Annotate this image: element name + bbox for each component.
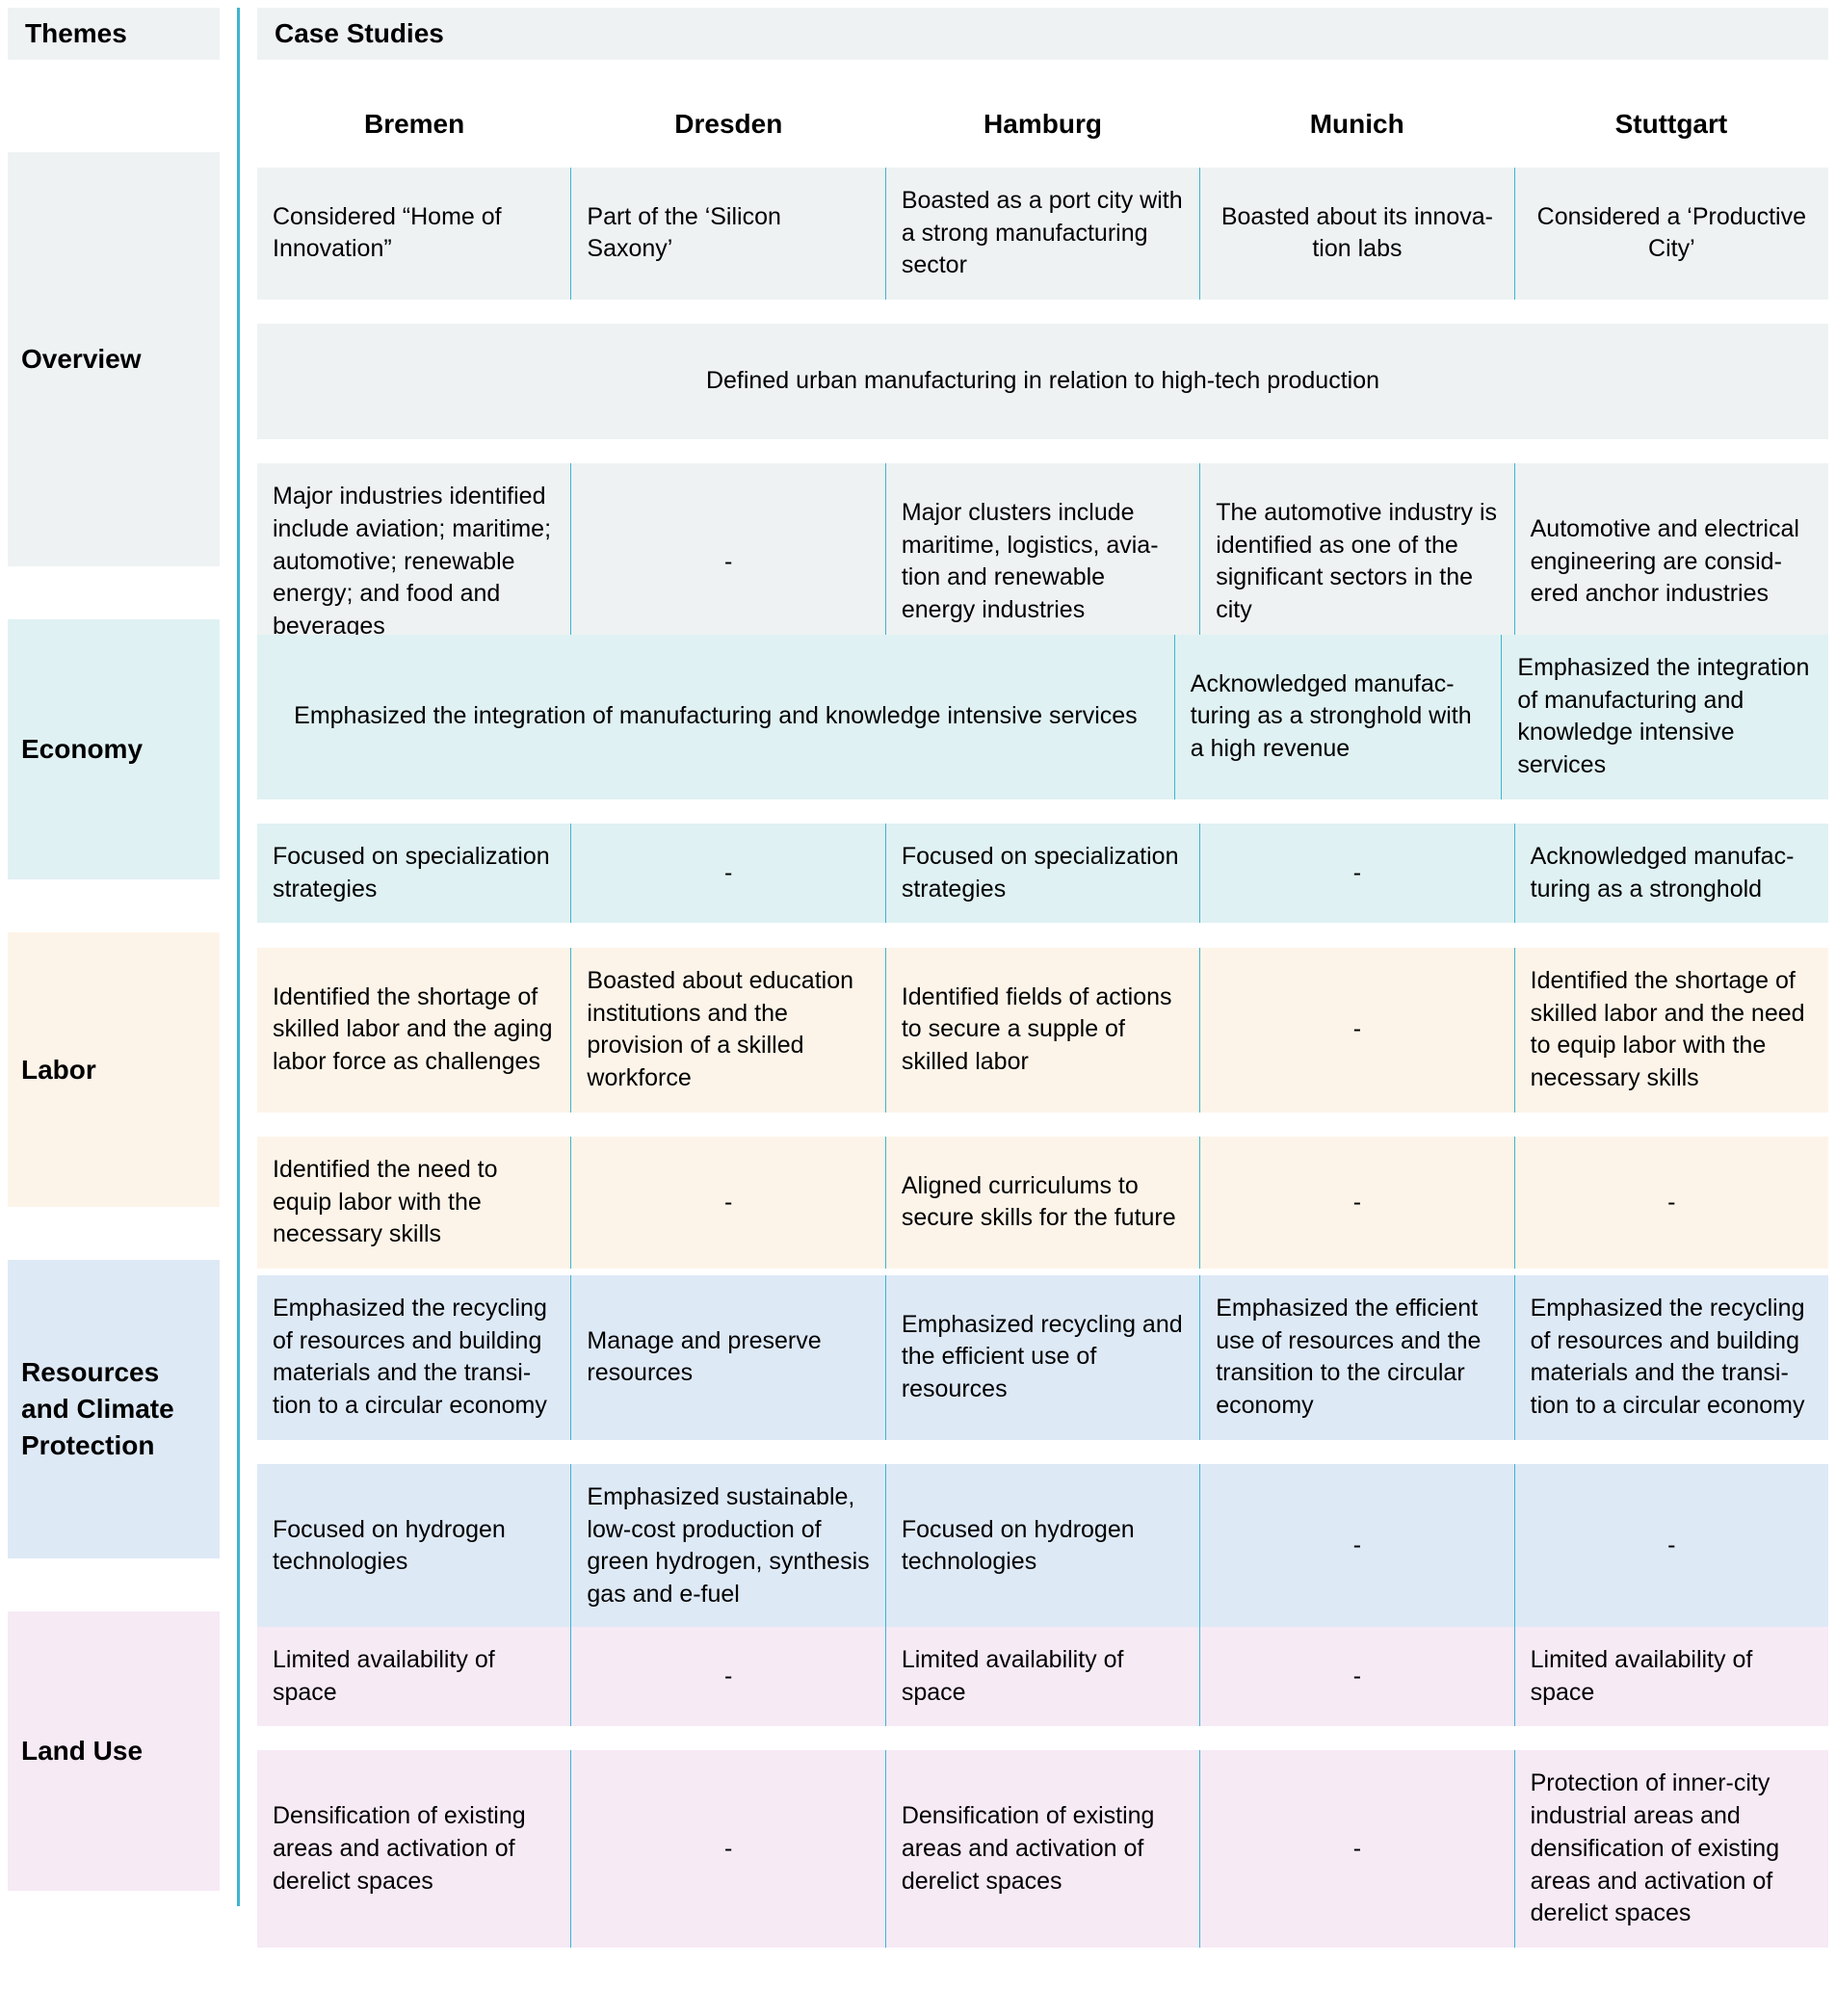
- economy-row-1: Emphasized the integration of manufactur…: [257, 635, 1828, 799]
- table-cell: Focused on hydrogen technologies: [885, 1464, 1199, 1629]
- table-cell: Emphasized the recycling of resources an…: [1514, 1275, 1828, 1440]
- table-cell: -: [1514, 1464, 1828, 1629]
- labor-block: Identified the shortage of skilled labor…: [257, 948, 1828, 1222]
- table-cell: Part of the ‘Silicon Saxony’: [570, 168, 884, 300]
- landuse-block: Limited availability of space - Limited …: [257, 1627, 1828, 1906]
- labor-row-1: Identified the shortage of skilled labor…: [257, 948, 1828, 1113]
- spacer: [8, 1558, 220, 1611]
- table-cell: -: [570, 1627, 884, 1727]
- theme-label-overview: Overview: [8, 152, 220, 566]
- table-cell: Emphasized the efficient use of resource…: [1199, 1275, 1513, 1440]
- city-header-hamburg: Hamburg: [885, 98, 1199, 150]
- table-cell: Automotive and electrical engineering ar…: [1514, 463, 1828, 661]
- table-cell: Densification of existing areas and acti…: [885, 1750, 1199, 1948]
- table-cell-merged: Defined urban manufacturing in relation …: [257, 324, 1828, 439]
- table-cell: Focused on hydrogen technologies: [257, 1464, 570, 1629]
- resources-block: Emphasized the recycling of resources an…: [257, 1275, 1828, 1574]
- table-cell: Identified the need to equip labor with …: [257, 1137, 570, 1269]
- resources-row-2: Focused on hydrogen technologies Emphasi…: [257, 1464, 1828, 1629]
- table-cell: Major industries identified include avia…: [257, 463, 570, 661]
- table-cell-merged: Emphasized the integration of manufactur…: [257, 635, 1174, 799]
- labor-row-2: Identified the need to equip labor with …: [257, 1137, 1828, 1269]
- theme-label-labor: Labor: [8, 932, 220, 1207]
- table-cell: Limited availability of space: [1514, 1627, 1828, 1727]
- economy-block: Emphasized the integration of manufactur…: [257, 635, 1828, 895]
- table-cell: Manage and preserve resources: [570, 1275, 884, 1440]
- table-cell: -: [1514, 1137, 1828, 1269]
- table-cell: The automotive industry is identified as…: [1199, 463, 1513, 661]
- page: Themes Overview Economy Labor Resources …: [0, 0, 1836, 1914]
- overview-row-2: Defined urban manufacturing in relation …: [257, 324, 1828, 439]
- table-cell: Acknowledged manufac­turing as a strongh…: [1514, 824, 1828, 924]
- spacer: [8, 1207, 220, 1260]
- table-cell: Limited availability of space: [257, 1627, 570, 1727]
- theme-label-landuse: Land Use: [8, 1611, 220, 1891]
- landuse-row-2: Densification of existing areas and acti…: [257, 1750, 1828, 1948]
- city-header-row: Bremen Dresden Hamburg Munich Stuttgart: [257, 98, 1828, 150]
- table-cell: Limited availability of space: [885, 1627, 1199, 1727]
- table-cell: Aligned curriculums to secure skills for…: [885, 1137, 1199, 1269]
- table-cell: Major clusters include maritime, logisti…: [885, 463, 1199, 661]
- cases-header: Case Studies: [257, 8, 1828, 60]
- table-cell: Identified fields of actions to secure a…: [885, 948, 1199, 1113]
- table-cell: -: [570, 1137, 884, 1269]
- table-cell: Boasted about its innova­tion labs: [1199, 168, 1513, 300]
- spacer: [8, 566, 220, 619]
- landuse-row-1: Limited availability of space - Limited …: [257, 1627, 1828, 1727]
- table-cell: Considered a ‘Productive City’: [1514, 168, 1828, 300]
- themes-header: Themes: [8, 8, 220, 60]
- table-cell: -: [1199, 1627, 1513, 1727]
- spacer: [8, 879, 220, 932]
- table-cell: -: [1199, 1750, 1513, 1948]
- table-cell: Identified the shortage of skilled labor…: [257, 948, 570, 1113]
- spacer: [8, 98, 220, 152]
- city-header-dresden: Dresden: [571, 98, 885, 150]
- table-cell: Protection of inner-city industrial area…: [1514, 1750, 1828, 1948]
- table-cell: Densification of existing areas and acti…: [257, 1750, 570, 1948]
- content-column: Case Studies Bremen Dresden Hamburg Muni…: [257, 8, 1828, 1906]
- table-cell: Boasted about education institutions and…: [570, 948, 884, 1113]
- table-cell: -: [570, 463, 884, 661]
- table-cell: Considered “Home of Innovation”: [257, 168, 570, 300]
- table-cell: Emphasized the recycling of resources an…: [257, 1275, 570, 1440]
- table-cell: -: [1199, 1137, 1513, 1269]
- table-cell: -: [570, 824, 884, 924]
- economy-row-2: Focused on specialization strategies - F…: [257, 824, 1828, 924]
- city-header-munich: Munich: [1200, 98, 1514, 150]
- table-cell: Emphasized sustainable, low-cost product…: [570, 1464, 884, 1629]
- overview-row-1: Considered “Home of Innovation” Part of …: [257, 168, 1828, 300]
- main-layout: Themes Overview Economy Labor Resources …: [8, 8, 1828, 1906]
- table-cell: Identified the shortage of skilled labor…: [1514, 948, 1828, 1113]
- table-cell: -: [1199, 948, 1513, 1113]
- table-cell: -: [570, 1750, 884, 1948]
- vertical-divider: [237, 8, 240, 1906]
- city-header-stuttgart: Stuttgart: [1514, 98, 1828, 150]
- table-cell: Focused on specialization strategies: [257, 824, 570, 924]
- theme-label-resources: Resources and Climate Protection: [8, 1260, 220, 1558]
- overview-block: Considered “Home of Innovation” Part of …: [257, 168, 1828, 582]
- table-cell: Acknowledged manufac­turing as a strongh…: [1174, 635, 1502, 799]
- city-header-bremen: Bremen: [257, 98, 571, 150]
- table-cell: Emphasized recycling and the efficient u…: [885, 1275, 1199, 1440]
- table-cell: Focused on specialization strategies: [885, 824, 1199, 924]
- resources-row-1: Emphasized the recycling of resources an…: [257, 1275, 1828, 1440]
- themes-column: Themes Overview Economy Labor Resources …: [8, 8, 220, 1906]
- table-cell: Emphasized the integra­tion of manufactu…: [1501, 635, 1828, 799]
- table-cell: -: [1199, 1464, 1513, 1629]
- overview-row-3: Major industries identified include avia…: [257, 463, 1828, 661]
- table-cell: -: [1199, 824, 1513, 924]
- theme-label-economy: Economy: [8, 619, 220, 879]
- table-cell: Boasted as a port city with a strong man…: [885, 168, 1199, 300]
